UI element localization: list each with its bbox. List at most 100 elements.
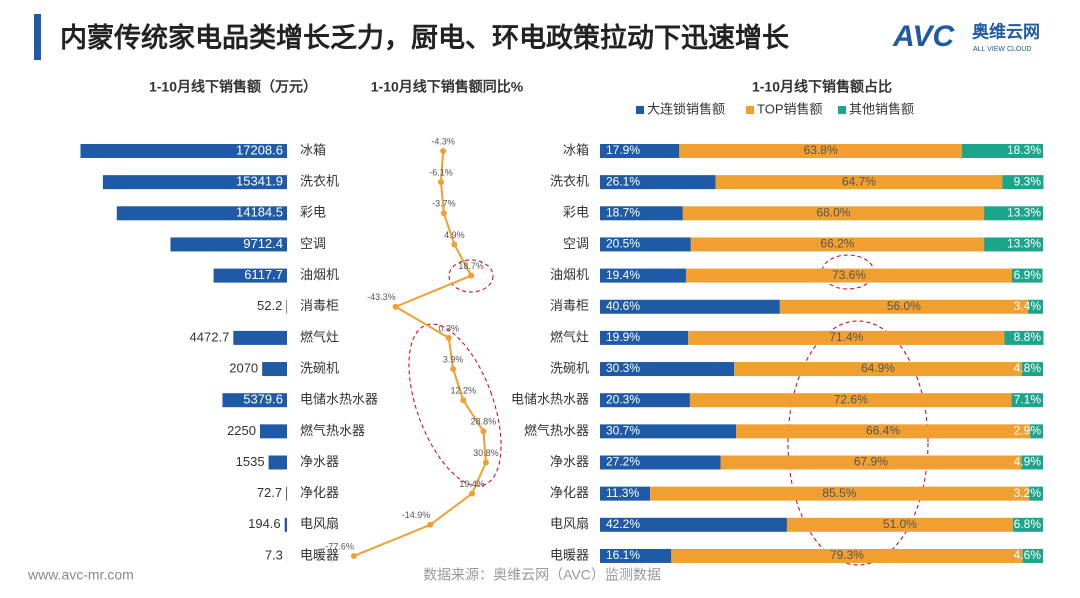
bar-segment bbox=[690, 237, 985, 252]
data-label: 19.4% bbox=[459, 479, 485, 489]
data-label: 64.9% bbox=[861, 361, 895, 375]
bar-segment bbox=[1004, 330, 1044, 345]
data-label: 73.6% bbox=[832, 268, 866, 282]
data-label: 20.5% bbox=[606, 237, 640, 251]
data-label: -3.7% bbox=[432, 199, 456, 209]
data-label: 15341.9 bbox=[236, 174, 283, 189]
category-label: 冰箱 bbox=[563, 142, 589, 157]
bar-segment bbox=[600, 268, 686, 283]
data-label: 63.8% bbox=[804, 143, 838, 157]
bar-segment bbox=[600, 486, 651, 501]
point bbox=[450, 366, 457, 373]
bar bbox=[260, 424, 287, 439]
data-label: 66.4% bbox=[866, 424, 900, 438]
legend-label: 其他销售额 bbox=[849, 101, 914, 116]
bar-segment bbox=[1027, 299, 1043, 314]
point bbox=[451, 241, 458, 248]
category-label: 燃气灶 bbox=[550, 329, 589, 344]
bar-segment bbox=[679, 144, 962, 158]
line bbox=[353, 150, 487, 557]
data-label: 71.4% bbox=[829, 330, 863, 344]
category-label: 净化器 bbox=[550, 485, 589, 500]
data-label: 72.6% bbox=[834, 392, 868, 406]
accent-bar bbox=[34, 14, 41, 60]
data-label: 1535 bbox=[236, 454, 265, 469]
data-label: 8.8% bbox=[1014, 330, 1042, 344]
bar bbox=[80, 144, 288, 158]
point bbox=[480, 428, 487, 435]
data-label: 6.8% bbox=[1014, 517, 1042, 531]
chart-title: 1-10月线下销售额同比% bbox=[371, 79, 524, 95]
bar-segment bbox=[600, 424, 737, 439]
data-label: 20.3% bbox=[606, 392, 640, 406]
chart-title: 1-10月线下销售额占比 bbox=[752, 79, 892, 95]
point bbox=[469, 490, 476, 497]
data-label: 3.4% bbox=[1014, 299, 1042, 313]
bar-segment bbox=[720, 455, 1022, 470]
category-label: 电暖器 bbox=[550, 547, 589, 562]
data-label: 51.0% bbox=[883, 517, 917, 531]
data-label: -43.3% bbox=[367, 292, 396, 302]
logo-cn: 奥维云网 bbox=[972, 21, 1040, 41]
category-label: 净化器 bbox=[300, 485, 339, 500]
category-label: 电储水热水器 bbox=[511, 392, 589, 407]
point bbox=[350, 552, 357, 559]
highlight bbox=[448, 259, 494, 293]
highlight bbox=[408, 323, 502, 487]
bar-segment bbox=[685, 268, 1012, 283]
category-label: 净水器 bbox=[300, 454, 339, 469]
point bbox=[440, 148, 447, 154]
bar-segment bbox=[689, 393, 1012, 408]
data-label: 9712.4 bbox=[243, 236, 283, 251]
data-label: 17208.6 bbox=[236, 142, 283, 157]
data-label: 4.9% bbox=[444, 230, 465, 240]
data-label: 7.1% bbox=[1014, 392, 1042, 406]
logo-en: ALL VIEW CLOUD bbox=[973, 46, 1031, 53]
data-label: 12.2% bbox=[450, 386, 476, 396]
data-label: 4.6% bbox=[1014, 548, 1042, 562]
category-label: 彩电 bbox=[563, 205, 589, 220]
data-label: 6117.7 bbox=[244, 267, 283, 282]
category-label: 电储水热水器 bbox=[300, 392, 378, 407]
bar bbox=[116, 206, 287, 221]
category-label: 洗碗机 bbox=[300, 360, 339, 375]
data-label: 18.7% bbox=[458, 261, 484, 271]
bar bbox=[102, 175, 287, 190]
data-label: 18.3% bbox=[1007, 143, 1041, 157]
bar bbox=[286, 299, 287, 314]
data-label: -77.6% bbox=[325, 541, 354, 551]
category-label: 消毒柜 bbox=[300, 298, 339, 313]
chart-title: 1-10月线下销售额（万元） bbox=[149, 79, 317, 95]
data-label: 19.4% bbox=[606, 268, 640, 282]
bar-segment bbox=[984, 206, 1043, 221]
data-label: 13.3% bbox=[1007, 237, 1041, 251]
bar-segment bbox=[1021, 455, 1043, 470]
bar bbox=[286, 486, 287, 501]
data-label: 30.3% bbox=[606, 361, 640, 375]
bar-segment bbox=[1011, 393, 1043, 408]
bar-segment bbox=[650, 486, 1029, 501]
bar-segment bbox=[961, 144, 1043, 158]
data-label: 4.8% bbox=[1014, 361, 1042, 375]
bar-segment bbox=[984, 237, 1043, 252]
data-label: -4.3% bbox=[431, 136, 455, 146]
data-label: 13.3% bbox=[1007, 205, 1041, 219]
legend-swatch bbox=[746, 106, 754, 114]
data-label: 52.2 bbox=[257, 298, 282, 313]
data-label: 67.9% bbox=[854, 455, 888, 469]
bar-segment bbox=[1030, 424, 1043, 439]
point bbox=[440, 210, 447, 217]
data-label: 26.1% bbox=[606, 174, 640, 188]
category-label: 净水器 bbox=[550, 454, 589, 469]
data-label: 16.1% bbox=[606, 548, 640, 562]
bar-segment bbox=[671, 548, 1023, 563]
data-label: 14184.5 bbox=[236, 205, 283, 220]
data-label: 6.9% bbox=[1014, 268, 1042, 282]
category-label: 彩电 bbox=[300, 205, 326, 220]
data-label: 2070 bbox=[229, 360, 258, 375]
data-label: 85.5% bbox=[822, 486, 856, 500]
category-label: 燃气热水器 bbox=[524, 423, 589, 438]
point bbox=[468, 272, 475, 279]
bar-segment bbox=[600, 330, 689, 345]
